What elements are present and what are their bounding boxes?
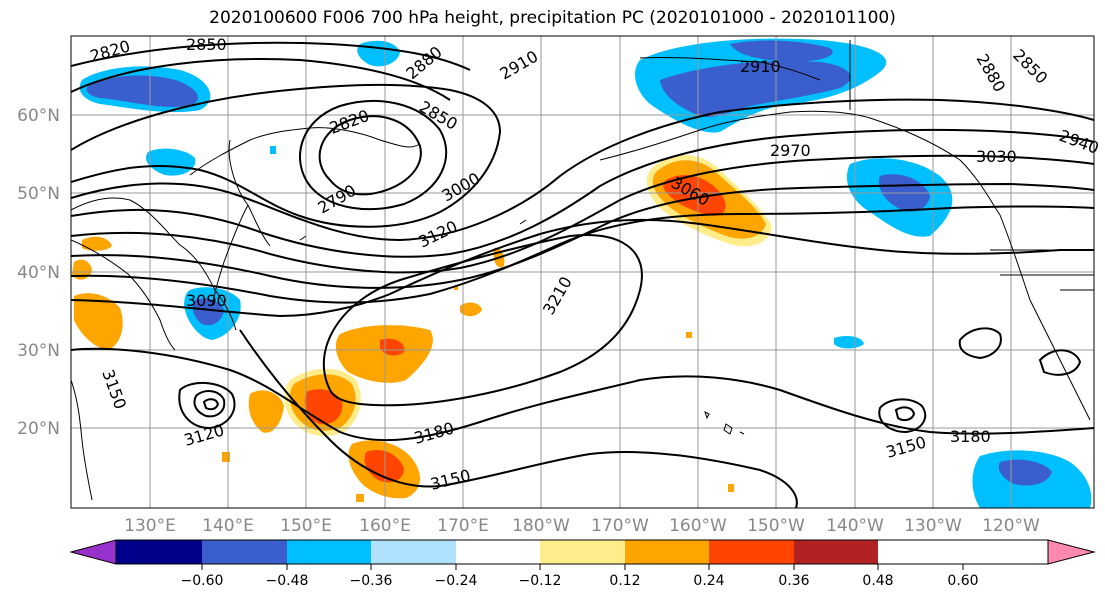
contour-label: 3210 — [539, 273, 576, 318]
lon-label: 130°W — [904, 516, 962, 536]
lon-label: 170°E — [437, 516, 489, 536]
colorbar-cell — [709, 540, 794, 564]
height-contours — [71, 41, 1094, 508]
contour-label: 2880 — [402, 42, 445, 83]
coastlines — [71, 40, 1094, 501]
contour-label: 3180 — [950, 427, 991, 446]
colorbar-tick-label: −0.60 — [181, 573, 224, 589]
contour-label: 3150 — [98, 367, 130, 412]
lat-label: 60°N — [17, 106, 60, 126]
lon-label: 130°E — [124, 516, 176, 536]
colorbar-tick-label: 0.60 — [947, 573, 978, 589]
contour-label: 3090 — [186, 291, 227, 310]
contour-label: 2910 — [497, 47, 542, 84]
contour-label: 3120 — [415, 217, 460, 252]
colorbar-tick-label: −0.24 — [435, 573, 478, 589]
lon-label: 170°W — [591, 516, 649, 536]
colorbar-tick-label: 0.24 — [693, 573, 724, 589]
lon-label: 140°W — [826, 516, 884, 536]
lon-label: 150°W — [747, 516, 805, 536]
contour-label: 3150 — [884, 432, 928, 461]
map-title: 2020100600 F006 700 hPa height, precipit… — [209, 8, 896, 28]
colorbar-cell — [287, 540, 371, 564]
contour-labels: 2820 2850 2880 2910 2820 2850 2790 3000 … — [88, 35, 1102, 494]
colorbar-ticks — [201, 564, 964, 570]
contour-label: 3180 — [412, 418, 456, 447]
contour-label: 2880 — [973, 51, 1010, 96]
colorbar: −0.60 −0.48 −0.36 −0.24 −0.12 0.12 0.24 … — [69, 539, 1096, 589]
latitude-labels: 60°N 50°N 40°N 30°N 20°N — [17, 106, 60, 439]
colorbar-tick-label: 0.36 — [778, 573, 809, 589]
lon-label: 150°E — [280, 516, 332, 536]
contour-label: 2850 — [1009, 45, 1051, 87]
lon-label: 160°W — [669, 516, 727, 536]
lat-label: 30°N — [17, 341, 60, 361]
colorbar-cell — [371, 540, 456, 564]
graticule — [71, 36, 1094, 508]
contour-label: 3120 — [182, 420, 226, 449]
contour-label: 2970 — [770, 141, 811, 160]
colorbar-tick-label: −0.48 — [266, 573, 309, 589]
colorbar-tick-label: −0.36 — [350, 573, 393, 589]
contour-label: 2910 — [740, 57, 781, 76]
colorbar-cell — [116, 540, 202, 564]
map-frame — [70, 35, 1095, 509]
colorbar-cell — [794, 540, 878, 564]
lon-label: 140°E — [202, 516, 254, 536]
colorbar-cell — [202, 540, 287, 564]
lon-label: 160°E — [359, 516, 411, 536]
colorbar-cell — [456, 540, 540, 564]
contour-label: 2940 — [1057, 126, 1102, 158]
colorbar-cell — [540, 540, 625, 564]
longitude-labels: 130°E 140°E 150°E 160°E 170°E 180°W 170°… — [124, 516, 1040, 536]
lon-label: 120°W — [982, 516, 1040, 536]
colorbar-tick-label: 0.12 — [609, 573, 640, 589]
contour-label: 2820 — [88, 36, 132, 65]
colorbar-tick-label: −0.12 — [519, 573, 562, 589]
contour-label: 2850 — [186, 35, 227, 54]
colorbar-extend-high — [1047, 539, 1096, 565]
colorbar-cells — [115, 539, 1049, 565]
contour-label: 3150 — [428, 466, 472, 494]
lon-label: 180°W — [512, 516, 570, 536]
contour-label: 2820 — [327, 106, 372, 138]
contour-label: 3030 — [976, 147, 1017, 166]
colorbar-cell — [625, 540, 709, 564]
colorbar-tick-label: 0.48 — [862, 573, 893, 589]
colorbar-extend-low — [69, 539, 117, 565]
lat-label: 50°N — [17, 184, 60, 204]
lat-label: 20°N — [17, 419, 60, 439]
contour-label: 3000 — [439, 169, 484, 206]
lat-label: 40°N — [17, 263, 60, 283]
